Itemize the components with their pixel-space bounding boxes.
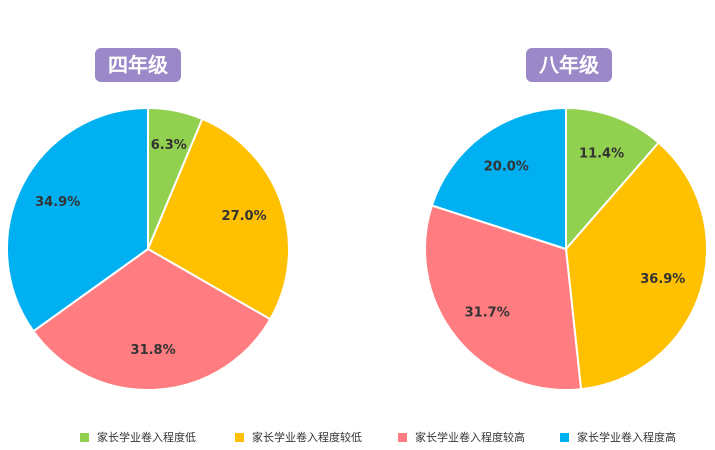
pie-slice-grade8-fairly-high (424, 204, 583, 391)
pie-slice-grade4-high (6, 106, 149, 333)
pie-slice-grade8-fairly-low (564, 141, 708, 391)
legend-swatch-fairly-low (235, 432, 244, 442)
pie-slice-grade8-high (430, 106, 567, 251)
legend-label-fairly-low: 家长学业卷入程度较低 (252, 431, 362, 444)
legend-label-low: 家长学业卷入程度低 (97, 431, 196, 444)
chart-title-grade4: 四年级 (95, 48, 181, 82)
data-label-grade4-fairly-high: 31.8% (131, 343, 176, 358)
pie-slice-grade8-low (565, 106, 660, 252)
data-label-grade8-high: 20.0% (484, 159, 529, 174)
legend-item-low: 家长学业卷入程度低 (80, 428, 196, 446)
legend-swatch-high (560, 432, 569, 442)
data-label-grade8-fairly-low: 36.9% (640, 272, 685, 287)
data-label-grade8-low: 11.4% (579, 146, 624, 161)
legend-item-fairly-low: 家长学业卷入程度较低 (235, 428, 362, 446)
legend-label-fairly-high: 家长学业卷入程度较高 (415, 431, 525, 444)
chart-title-grade8: 八年级 (526, 48, 612, 82)
legend-swatch-fairly-high (398, 432, 407, 442)
legend-swatch-low (80, 432, 89, 442)
data-label-grade4-low: 6.3% (151, 138, 187, 153)
data-label-grade4-fairly-low: 27.0% (222, 209, 267, 224)
legend: 家长学业卷入程度低 家长学业卷入程度较低 家长学业卷入程度较高 家长学业卷入程度… (80, 428, 700, 446)
legend-item-fairly-high: 家长学业卷入程度较高 (398, 428, 525, 446)
data-label-grade4-high: 34.9% (35, 195, 80, 210)
data-label-grade8-fairly-high: 31.7% (465, 306, 510, 321)
legend-label-high: 家长学业卷入程度高 (577, 431, 676, 444)
pie-slice-grade4-fairly-high (32, 247, 272, 391)
legend-item-high: 家长学业卷入程度高 (560, 428, 676, 446)
